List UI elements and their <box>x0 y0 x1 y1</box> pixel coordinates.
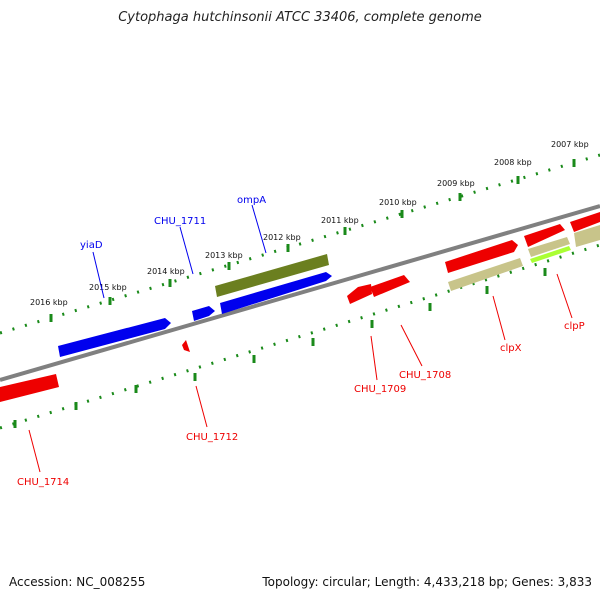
leader-clpp <box>556 273 573 319</box>
gene-label-yiad: yiaD <box>80 240 103 251</box>
gene-chu-1708-arrow <box>370 275 410 297</box>
gene-label-chu-1712: CHU_1712 <box>186 432 238 443</box>
gene-clpx-arrow <box>448 258 523 291</box>
leader-chu-1711 <box>179 226 194 275</box>
gene-ompa-arrow <box>215 254 329 297</box>
gene-label-chu-1709: CHU_1709 <box>354 384 406 395</box>
leader-ompa <box>251 204 267 254</box>
outer-tick-ring <box>0 153 600 335</box>
ruler-label-2009: 2009 kbp <box>437 179 475 188</box>
gene-label-clpx: clpX <box>500 343 522 354</box>
gene-blue-long-arrow <box>220 272 332 314</box>
genome-summary: Topology: circular; Length: 4,433,218 bp… <box>262 575 592 589</box>
gene-khaki-edge-arrow <box>574 225 600 247</box>
leader-chu-1708 <box>400 324 423 367</box>
gene-chu-1711-arrow <box>192 306 215 321</box>
gene-label-chu-1714: CHU_1714 <box>17 477 69 488</box>
genome-backbone <box>0 204 600 382</box>
leader-chu-1709 <box>370 335 378 381</box>
ruler-label-2007: 2007 kbp <box>551 140 589 149</box>
ruler-label-2012: 2012 kbp <box>263 233 301 242</box>
leader-yiad <box>92 251 105 299</box>
accession-label: Accession: NC_008255 <box>9 575 146 589</box>
gene-red-edge-arrow <box>570 212 600 232</box>
gene-clpp-lime-arrow <box>530 246 571 263</box>
gene-chu-1712-arrow <box>182 340 190 352</box>
gene-chu-1714-arrow <box>0 374 59 402</box>
gene-red-right2-arrow <box>524 224 565 247</box>
ruler-label-2014: 2014 kbp <box>147 267 185 276</box>
ruler-label-2011: 2011 kbp <box>321 216 359 225</box>
leader-chu-1714 <box>28 429 41 473</box>
leader-chu-1712 <box>195 385 208 428</box>
gene-label-chu-1711: CHU_1711 <box>154 216 206 227</box>
ruler-label-2015: 2015 kbp <box>89 283 127 292</box>
ruler-label-2008: 2008 kbp <box>494 158 532 167</box>
gene-clpp-khaki-arrow <box>528 237 570 257</box>
ruler-label-2013: 2013 kbp <box>205 251 243 260</box>
outer-major-ticks <box>49 159 576 322</box>
gene-label-clpp: clpP <box>564 321 585 332</box>
gene-label-ompa: ompA <box>237 195 266 206</box>
inner-tick-ring <box>0 243 600 430</box>
ruler-label-2016: 2016 kbp <box>30 298 68 307</box>
ruler-label-2010: 2010 kbp <box>379 198 417 207</box>
map-title: Cytophaga hutchinsonii ATCC 33406, compl… <box>118 10 482 25</box>
gene-yiad-arrow <box>58 318 171 357</box>
gene-red-right-arrow <box>445 240 518 273</box>
inner-major-ticks <box>13 268 547 428</box>
gene-label-chu-1708: CHU_1708 <box>399 370 451 381</box>
gene-chu-1709-arrow <box>347 284 372 304</box>
leader-clpx <box>492 295 506 341</box>
